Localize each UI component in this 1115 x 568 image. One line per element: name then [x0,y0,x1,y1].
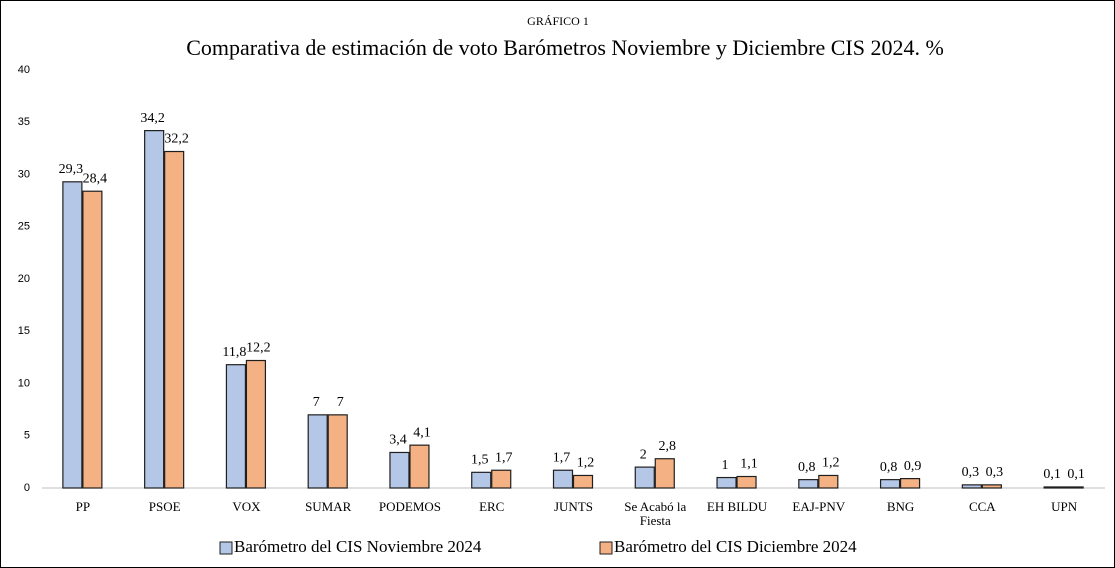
data-label: 0,8 [880,460,898,475]
y-tick-label: 20 [18,273,30,285]
x-tick-label: BNG [886,499,915,514]
y-tick-label: 25 [18,221,30,233]
data-label: 0,9 [904,459,922,474]
x-tick-label: VOX [232,499,261,514]
chart-label: GRÁFICO 1 [527,14,589,28]
bar [716,476,737,489]
data-label: 0,3 [962,465,980,480]
bar [654,458,675,489]
data-label: 0,3 [986,465,1004,480]
y-tick-label: 40 [18,64,30,76]
y-tick-label: 10 [18,377,30,389]
y-tick-label: 5 [24,430,30,442]
bar [798,479,819,489]
data-label: 28,4 [83,171,108,186]
data-label: 1,2 [577,456,595,471]
x-tick-label: JUNTS [553,499,593,514]
bar [491,469,512,489]
data-label: 7 [337,395,344,410]
data-label: 32,2 [164,132,189,147]
legend-swatch [599,541,613,555]
y-tick-label: 30 [18,168,30,180]
x-tick-label: UPN [1051,499,1078,514]
x-tick-label: PSOE [148,499,181,514]
data-label: 1,1 [740,457,758,472]
y-tick-label: 0 [24,482,30,494]
legend-label: Barómetro del CIS Noviembre 2024 [234,537,482,556]
bar [327,414,348,489]
bar [899,477,921,489]
data-label: 0,1 [1043,467,1061,482]
data-label: 11,8 [222,345,246,360]
data-label: 4,1 [413,425,431,440]
data-label: 1,2 [822,456,840,471]
x-tick-label: PP [75,499,91,514]
bar [736,475,757,489]
bar [307,414,328,489]
bar [1043,486,1064,489]
chart-title: Comparativa de estimación de voto Baróme… [186,35,944,60]
x-tick-label: EAJ-PNV [792,499,846,514]
x-tick-label: CCA [968,499,996,514]
bar [634,466,655,489]
x-tick-label: EH BILDU [706,499,768,514]
bar [818,474,839,489]
data-label: 1,7 [495,450,513,465]
data-label: 29,3 [59,162,84,177]
bar [409,444,430,489]
data-label: 0,1 [1067,467,1085,482]
data-label: 12,2 [246,341,271,356]
x-tick-label: PODEMOS [378,499,442,514]
x-tick-label: ERC [479,499,505,514]
bar [879,479,901,489]
bar [961,484,982,489]
data-label: 7 [313,395,320,410]
x-tick-label: Se Acabó la Fiesta [624,499,687,528]
bar [62,181,83,489]
bar [82,190,103,489]
y-tick-label: 35 [18,116,30,128]
data-label: 2,8 [659,439,677,454]
legend-label: Barómetro del CIS Diciembre 2024 [614,537,857,556]
bar [225,364,247,489]
x-tick-label: SUMAR [305,499,352,514]
bar [245,359,267,489]
bar [572,474,594,489]
legend-swatch [219,541,233,555]
bar [471,471,492,489]
data-label: 3,4 [389,433,407,448]
y-tick-label: 15 [18,325,30,337]
data-label: 34,2 [140,111,165,126]
bar [981,484,1002,489]
data-label: 1,7 [553,450,571,465]
data-label: 1,5 [471,453,489,468]
bar [552,469,574,489]
data-label: 0,8 [798,460,816,475]
bar [164,150,185,489]
data-label: 2 [640,447,647,462]
bar [389,451,410,489]
bar [144,130,165,489]
data-label: 1 [722,458,729,473]
bar [1063,486,1084,489]
